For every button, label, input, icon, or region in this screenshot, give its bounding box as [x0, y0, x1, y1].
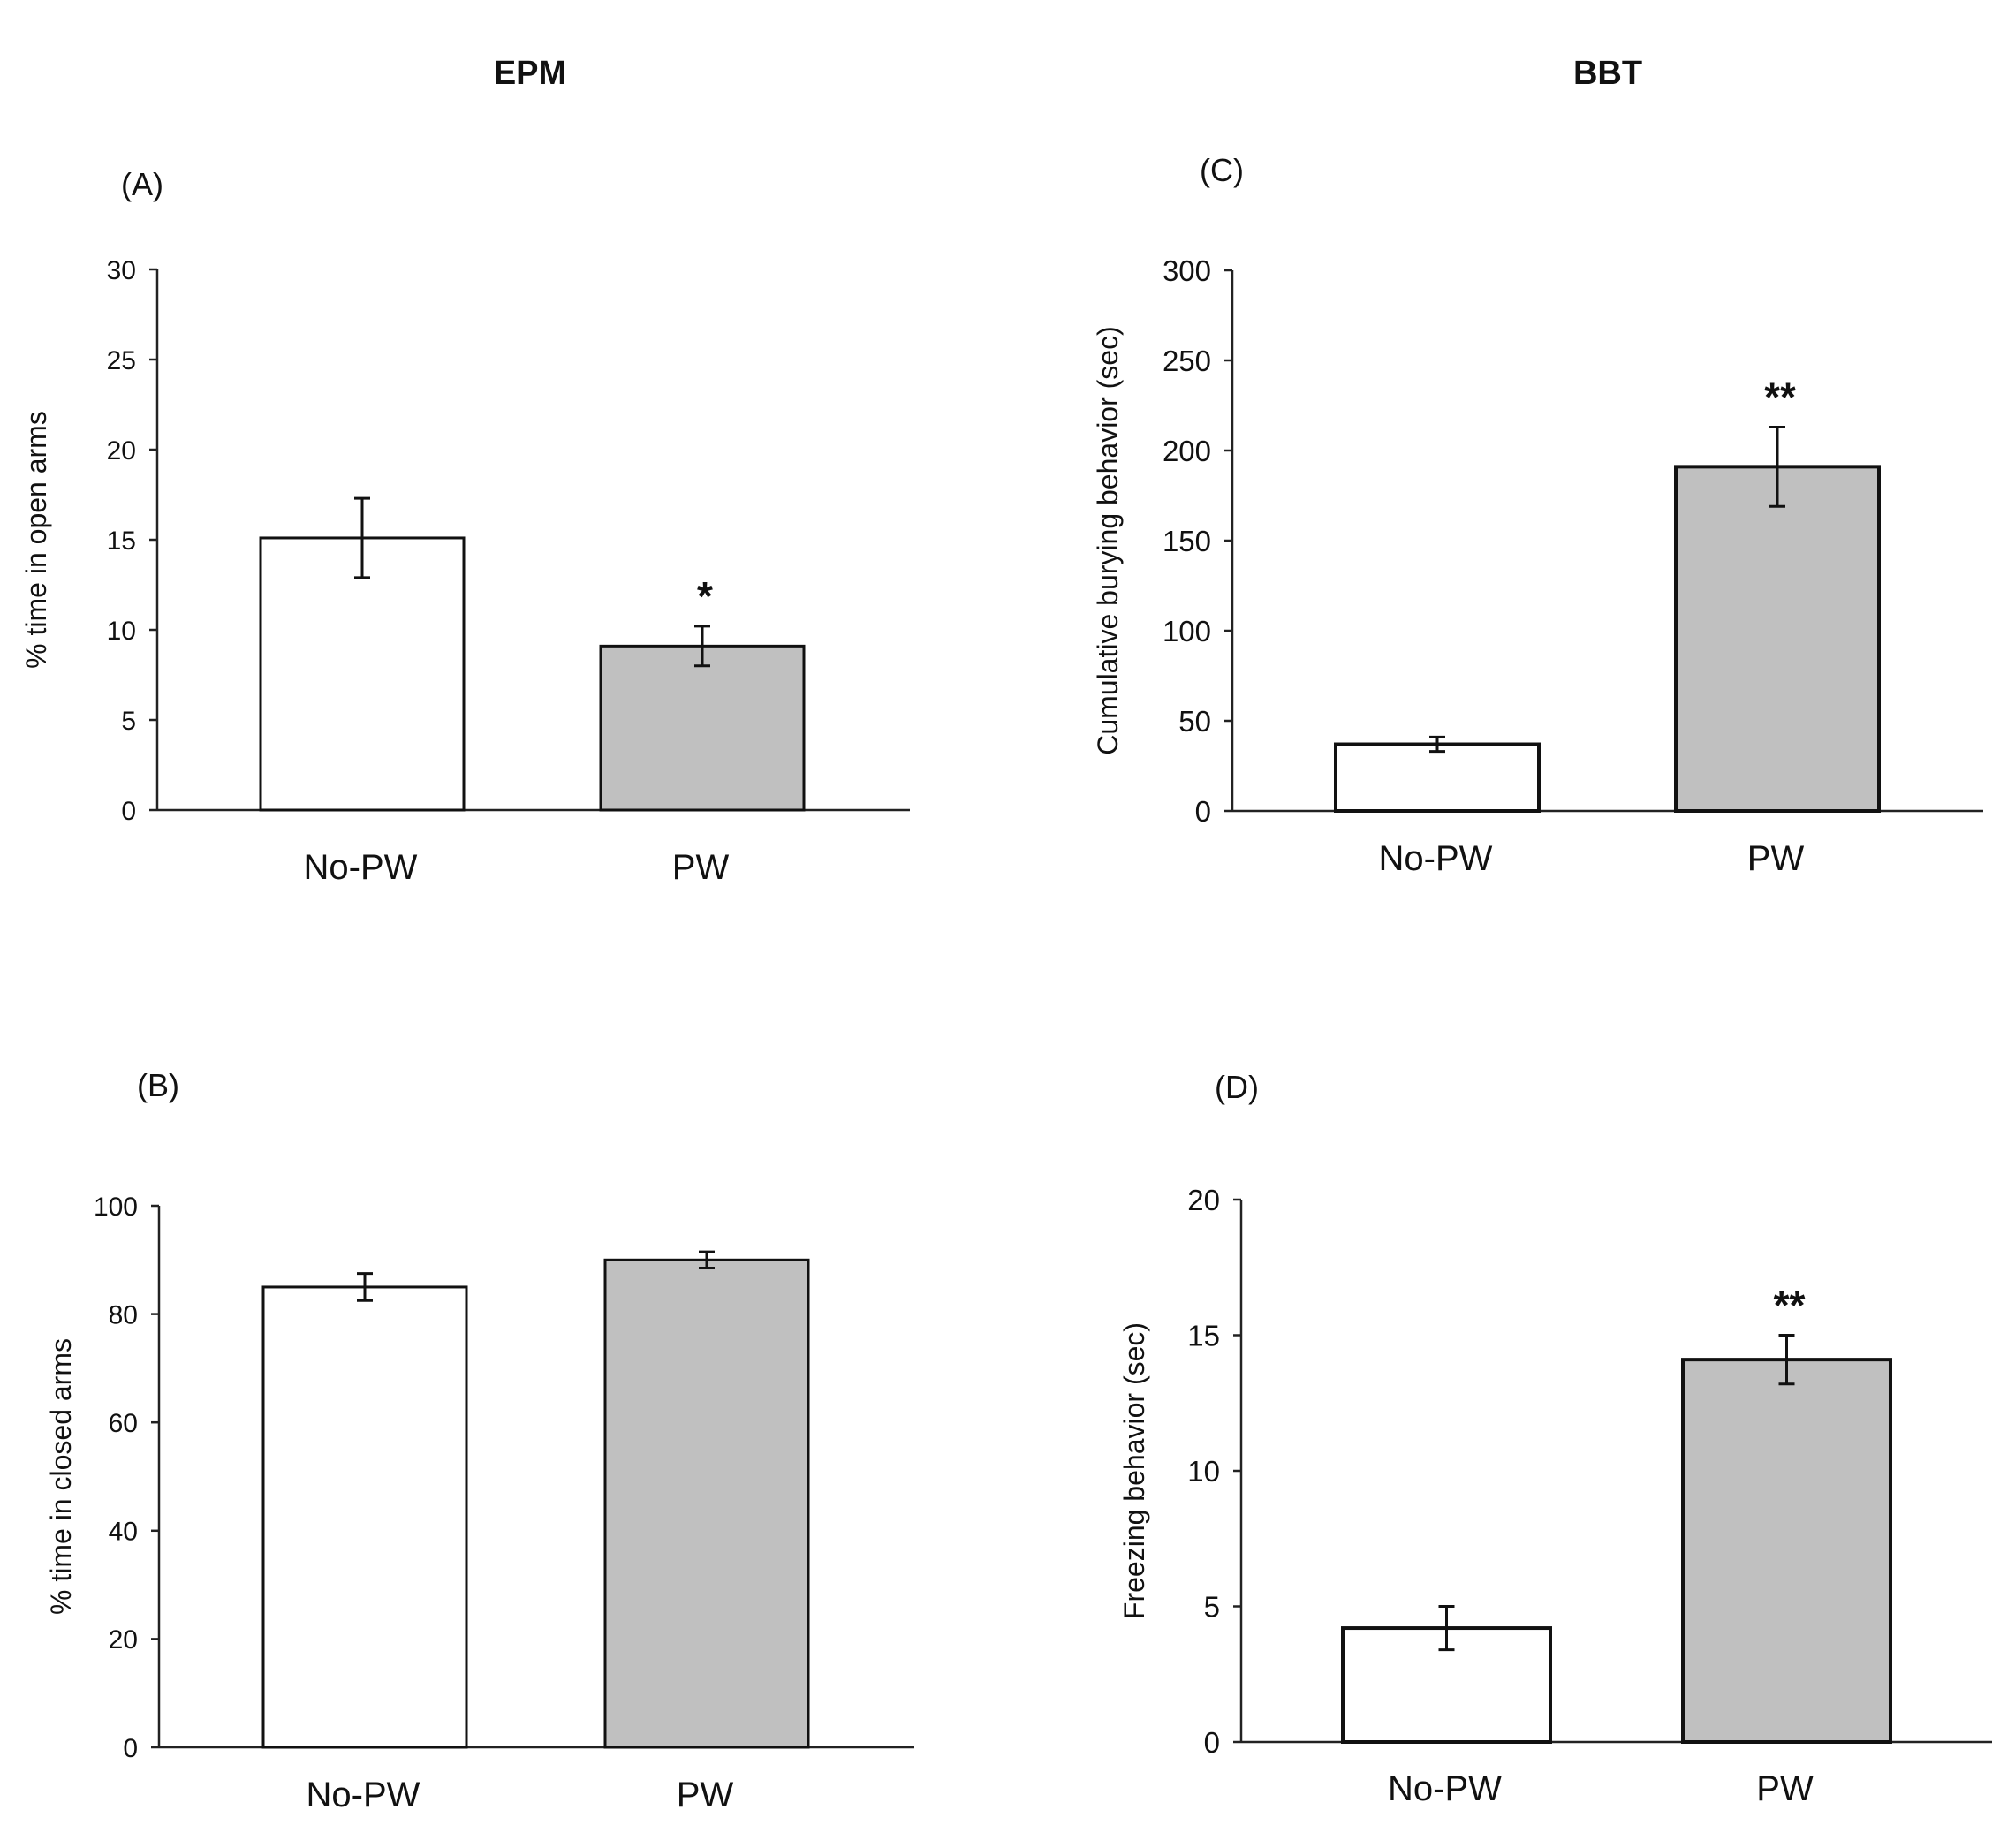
significance-marker-d: **	[1774, 1283, 1806, 1329]
y-tick-label-d: 5	[1204, 1590, 1220, 1623]
category-label-c: No-PW	[1379, 839, 1493, 878]
y-tick-label-a: 20	[107, 436, 136, 466]
bar-a-pw	[599, 644, 806, 812]
bar-b-pw	[603, 1258, 810, 1749]
bar-b-no-pw	[261, 1285, 468, 1749]
y-tick-label-c: 150	[1163, 525, 1211, 557]
y-tick-label-d: 10	[1187, 1455, 1220, 1488]
y-tick-label-a: 5	[121, 707, 136, 736]
y-tick-label-c: 50	[1178, 705, 1211, 738]
y-tick-label-c: 100	[1163, 615, 1211, 648]
y-tick-label-c: 0	[1195, 795, 1211, 828]
y-tick-label-d: 0	[1204, 1726, 1220, 1759]
significance-marker-c: **	[1764, 374, 1796, 420]
y-axis-label-a: % time in open arms	[20, 411, 52, 669]
y-tick-label-a: 15	[107, 526, 136, 556]
y-tick-label-a: 25	[107, 346, 136, 375]
bar-c-pw	[1674, 465, 1881, 813]
category-label-c: PW	[1747, 839, 1805, 878]
y-tick-label-b: 40	[109, 1518, 138, 1547]
y-tick-label-b: 80	[109, 1300, 138, 1329]
bbt-title: BBT	[1572, 55, 1643, 92]
y-tick-label-b: 100	[94, 1193, 138, 1222]
y-tick-label-b: 0	[123, 1734, 138, 1763]
y-tick-label-b: 60	[109, 1409, 138, 1438]
panel-label-c: (C)	[1200, 152, 1244, 188]
y-tick-label-b: 20	[109, 1625, 138, 1655]
panel-label-d: (D)	[1215, 1069, 1259, 1105]
epm-title: EPM	[493, 55, 567, 92]
bar-c-no-pw	[1334, 742, 1541, 814]
panel-label-a: (A)	[121, 166, 163, 202]
category-label-d: PW	[1756, 1769, 1814, 1808]
y-axis-label-d: Freezing behavior (sec)	[1118, 1322, 1150, 1619]
significance-marker-a: *	[697, 573, 713, 619]
y-tick-label-a: 30	[107, 256, 136, 285]
y-axis-label-c: Cumulative burying behavior (sec)	[1092, 326, 1124, 755]
category-label-d: No-PW	[1388, 1769, 1502, 1808]
y-tick-label-c: 300	[1163, 254, 1211, 287]
y-tick-label-a: 10	[107, 617, 136, 646]
panel-label-b: (B)	[137, 1067, 179, 1103]
category-label-b: PW	[677, 1776, 734, 1814]
y-axis-label-b: % time in closed arms	[45, 1338, 77, 1615]
y-tick-label-a: 0	[121, 797, 136, 826]
bar-d-pw	[1681, 1358, 1892, 1744]
category-label-a: PW	[672, 848, 730, 887]
category-label-a: No-PW	[304, 848, 418, 887]
y-tick-label-c: 200	[1163, 435, 1211, 467]
y-tick-label-d: 20	[1187, 1184, 1220, 1216]
y-tick-label-d: 15	[1187, 1319, 1220, 1352]
category-label-b: No-PW	[307, 1776, 420, 1814]
y-tick-label-c: 250	[1163, 345, 1211, 377]
bar-a-no-pw	[259, 536, 466, 812]
